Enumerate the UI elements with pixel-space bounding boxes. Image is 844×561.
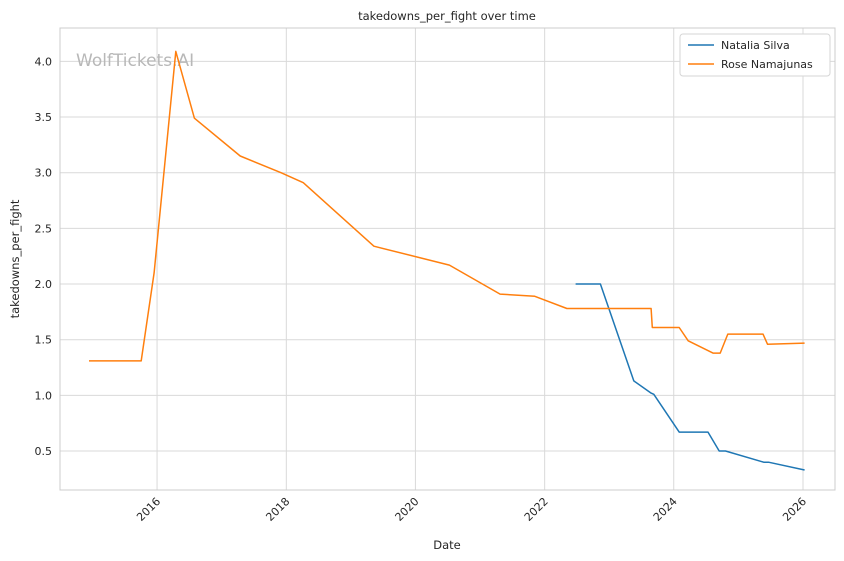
legend-box bbox=[679, 33, 831, 77]
x-gridlines bbox=[156, 28, 804, 490]
y-gridlines bbox=[60, 60, 835, 452]
legend-label: Natalia Silva bbox=[721, 39, 790, 52]
x-tick-label: 2022 bbox=[522, 495, 551, 524]
chart-title: takedowns_per_fight over time bbox=[358, 9, 536, 23]
y-tick-label: 2.5 bbox=[35, 222, 53, 235]
y-tick-label: 3.5 bbox=[35, 111, 53, 124]
x-tick-label: 2026 bbox=[780, 495, 809, 524]
series-line-rose-namajunas bbox=[89, 50, 805, 362]
y-tick-label: 3.0 bbox=[35, 167, 53, 180]
legend: Natalia Silva Rose Namajunas bbox=[679, 33, 831, 77]
x-axis-label: Date bbox=[433, 538, 461, 552]
y-tick-label: 1.0 bbox=[35, 389, 53, 402]
plot-frame bbox=[59, 27, 836, 491]
series-layer bbox=[89, 50, 805, 471]
y-tick-label: 2.0 bbox=[35, 278, 53, 291]
legend-label: Rose Namajunas bbox=[721, 58, 813, 71]
y-axis-label: takedowns_per_fight bbox=[8, 199, 22, 318]
y-tick-label: 1.5 bbox=[35, 334, 53, 347]
x-tick-label: 2016 bbox=[134, 495, 163, 524]
x-tick-label: 2024 bbox=[651, 495, 680, 524]
x-tick-label: 2020 bbox=[393, 495, 422, 524]
series-line-natalia-silva bbox=[575, 283, 805, 471]
y-tick-label: 4.0 bbox=[35, 55, 53, 68]
y-tick-labels: 0.5 1.0 1.5 2.0 2.5 3.0 3.5 4.0 bbox=[35, 55, 53, 458]
watermark: WolfTickets.AI bbox=[76, 51, 194, 71]
y-tick-label: 0.5 bbox=[35, 445, 53, 458]
x-tick-labels: 2016 2018 2020 2022 2024 2026 bbox=[134, 495, 809, 524]
x-tick-label: 2018 bbox=[263, 495, 292, 524]
